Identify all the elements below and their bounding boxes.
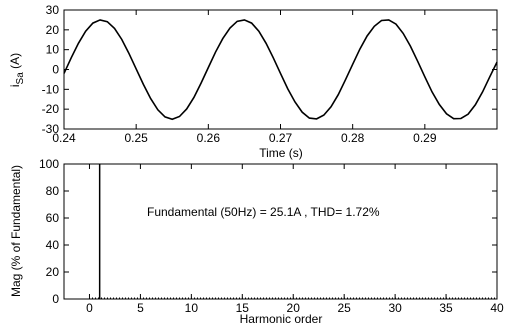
bottom-x-ticks: 0 5 10 15 20 25 30 35 40 xyxy=(86,164,504,315)
top-x-ticks: 0.24 0.25 0.26 0.27 0.28 0.29 xyxy=(52,10,437,145)
x-tick-label: 35 xyxy=(439,301,453,315)
top-x-axis-label: Time (s) xyxy=(259,146,303,160)
x-tick-label: 25 xyxy=(337,301,351,315)
x-tick-label: 0.29 xyxy=(413,131,437,145)
x-tick-label: 0.27 xyxy=(269,131,293,145)
x-tick-label: 10 xyxy=(185,301,199,315)
bottom-axes-box xyxy=(63,163,498,300)
x-tick-label: 0.24 xyxy=(52,131,76,145)
current-waveform-line xyxy=(63,19,498,121)
y-tick-label: 0 xyxy=(52,63,59,77)
x-tick-label: 15 xyxy=(236,301,250,315)
top-y-axis-label: iSa (A) xyxy=(8,53,26,87)
bottom-x-axis-label: Harmonic order xyxy=(240,312,323,326)
bottom-y-axis-label: Mag (% of Fundamental) xyxy=(9,165,23,297)
y-tick-label: 100 xyxy=(39,157,59,171)
x-tick-label: 0.26 xyxy=(197,131,221,145)
thd-annotation: Fundamental (50Hz) = 25.1A , THD= 1.72% xyxy=(147,205,380,219)
top-y-ticks: -30 -20 -10 0 10 20 30 xyxy=(42,3,497,136)
top-axes-box xyxy=(63,9,498,130)
y-tick-label: 0 xyxy=(52,292,59,306)
top-y-axis-label-symbol: i xyxy=(8,84,22,87)
bottom-y-ticks: 0 20 40 60 80 100 xyxy=(39,157,497,306)
x-tick-label: 5 xyxy=(137,301,144,315)
y-tick-label: -10 xyxy=(42,82,60,96)
top-y-axis-label-unit: (A) xyxy=(8,53,22,72)
y-tick-label: 20 xyxy=(46,23,60,37)
y-tick-label: -30 xyxy=(42,122,60,136)
x-tick-label: 40 xyxy=(490,301,504,315)
y-tick-label: 40 xyxy=(46,238,60,252)
top-y-axis-label-subscript: Sa xyxy=(15,72,26,85)
x-tick-label: 30 xyxy=(388,301,402,315)
x-tick-label: 0.25 xyxy=(124,131,148,145)
y-tick-label: 10 xyxy=(46,43,60,57)
x-tick-label: 0 xyxy=(86,301,93,315)
harmonic-spectrum-plot: 0 20 40 60 80 100 0 5 10 15 20 25 30 35 40 Fundamenta… xyxy=(9,157,504,326)
x-tick-label: 20 xyxy=(287,301,301,315)
y-tick-label: 80 xyxy=(46,184,60,198)
y-tick-label: 60 xyxy=(46,211,60,225)
y-tick-label: 30 xyxy=(46,3,60,17)
y-tick-label: -20 xyxy=(42,102,60,116)
x-tick-label: 0.28 xyxy=(341,131,365,145)
y-tick-label: 20 xyxy=(46,265,60,279)
